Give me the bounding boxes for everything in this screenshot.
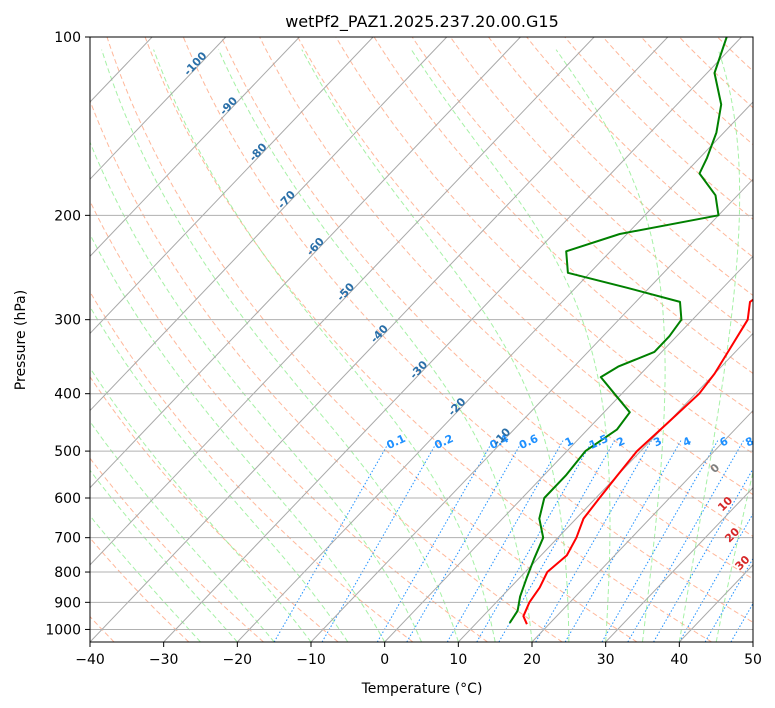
dry-adiabat-line: [144, 37, 712, 642]
dry-adiabat-line: [90, 457, 264, 642]
isotherm-line: [236, 101, 753, 642]
isotherm-line: [310, 178, 753, 642]
dry-adiabat-line: [373, 37, 753, 414]
plot-frame: [89, 36, 754, 643]
moist-adiabat-line: [153, 49, 496, 642]
moist-adiabat-line: [90, 514, 201, 642]
y-tick-label: 100: [54, 30, 81, 46]
dewpoint-trace: [508, 37, 728, 624]
isotherm-line: [90, 37, 521, 489]
x-tick-label: 20: [523, 652, 541, 668]
dry-adiabat-line: [449, 37, 753, 335]
y-tick-label: 600: [54, 491, 81, 507]
temperature-trace: [522, 298, 753, 625]
isotherm-line: [163, 37, 742, 642]
moist-adiabat-line: [90, 233, 386, 642]
mixing-ratio-line: [535, 440, 652, 642]
mixing-ratio-line: [564, 440, 682, 642]
moist-adiabat-line: [90, 367, 312, 642]
dry-adiabat-line: [90, 200, 488, 642]
mixing-ratio-line: [730, 602, 753, 642]
mixing-ratio-label: 10: [766, 433, 775, 451]
x-tick-label: −10: [296, 652, 326, 668]
moist-adiabats: [90, 49, 753, 642]
moist-adiabat-line: [555, 49, 666, 642]
mixing-ratio-line: [406, 440, 523, 642]
dry-adiabat-line: [488, 37, 753, 297]
mixing-ratio-line: [376, 440, 494, 642]
moist-adiabat-line: [90, 420, 275, 642]
moist-adiabat-line: [410, 49, 611, 642]
moist-adiabat-line: [715, 469, 753, 642]
isotherm-line: [90, 37, 669, 642]
dry-adiabat-line: [106, 37, 638, 642]
isotherm-line: [384, 255, 753, 642]
moist-adiabat-line: [301, 49, 570, 642]
isotherm-line: [90, 37, 595, 566]
y-axis-label: Pressure (hPa): [13, 290, 29, 390]
plot-area: 0.10.20.40.611.52346810131620253036-100-…: [0, 37, 775, 642]
y-tick-label: 500: [54, 444, 81, 460]
mixing-ratio-line: [446, 440, 564, 642]
mixing-ratio-line: [653, 467, 753, 642]
y-tick-label: 200: [54, 208, 81, 224]
dry-adiabat-line: [90, 99, 563, 642]
isotherm-line: [752, 641, 753, 642]
moist-adiabat-line: [678, 49, 741, 642]
dry-adiabat-line: [756, 37, 775, 642]
y-tick-label: 800: [54, 565, 81, 581]
x-tick-label: 40: [670, 652, 688, 668]
x-tick-label: −40: [75, 652, 105, 668]
moist-adiabat-line: [90, 140, 422, 642]
dry-adiabat-line: [90, 537, 190, 642]
y-axis: 100 200 300 400 500 600 700 800 900 1000: [45, 30, 90, 638]
chart-title: wetPf2_PAZ1.2025.237.20.00.G15: [285, 12, 559, 32]
mixing-ratio-line: [601, 440, 719, 642]
moist-adiabat-label: 40: [750, 581, 770, 601]
dry-adiabat-line: [220, 37, 753, 580]
mixing-ratio-line: [627, 440, 744, 642]
y-tick-label: 300: [54, 313, 81, 329]
isobar-grid: [90, 37, 753, 630]
isotherm-line: [0, 37, 78, 642]
x-tick-label: 10: [449, 652, 467, 668]
isotherm-line: [531, 409, 753, 642]
dry-adiabat-line: [182, 37, 753, 623]
moist-adiabat-line: [90, 305, 349, 642]
sounding-traces: [508, 37, 753, 625]
x-tick-label: −20: [223, 652, 253, 668]
x-axis: −40 −30 −20 −10 0 10 20 30 40 50: [75, 642, 762, 668]
y-tick-label: 1000: [45, 622, 81, 638]
mixing-ratio-line: [704, 557, 753, 642]
moist-adiabat-line: [90, 469, 238, 642]
mixing-ratio-line: [273, 440, 391, 642]
dry-adiabat-line: [297, 37, 753, 496]
isotherm-line: [90, 37, 448, 412]
y-tick-label: 400: [54, 387, 81, 403]
moist-adiabat-line: [101, 49, 459, 642]
isotherms: [0, 37, 753, 642]
isotherm-line: [0, 37, 5, 642]
mixing-ratio-line: [757, 441, 775, 642]
mixing-ratio-line: [476, 440, 593, 642]
x-tick-label: −30: [149, 652, 179, 668]
mixing-ratio-line: [678, 512, 753, 642]
moist-adiabat-line: [218, 49, 533, 642]
x-tick-label: 50: [744, 652, 762, 668]
x-tick-label: 0: [380, 652, 389, 668]
isotherm-line: [457, 332, 753, 642]
y-tick-label: 900: [54, 595, 81, 611]
plot-background: [90, 37, 753, 642]
isotherm-line: [90, 37, 300, 258]
isotherm-line: [90, 37, 227, 180]
dry-adiabat-line: [90, 375, 339, 642]
mixing-ratio-label: 8: [743, 434, 755, 449]
x-axis-label: Temperature (°C): [361, 681, 483, 697]
isotherm-line: [605, 487, 753, 642]
mixing-ratio-line: [321, 440, 439, 642]
y-tick-label: 700: [54, 531, 81, 547]
isotherm-line: [90, 37, 374, 335]
x-tick-label: 30: [597, 652, 615, 668]
